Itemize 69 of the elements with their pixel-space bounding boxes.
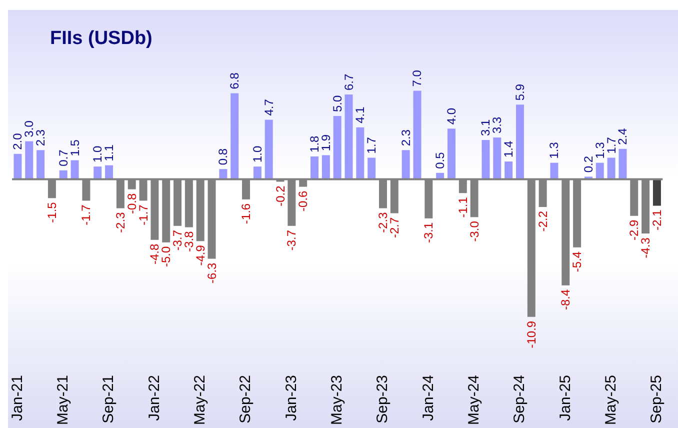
data-label: 1.3 [592, 142, 607, 159]
data-label: -4.8 [148, 244, 162, 265]
x-tick-label: May-23 [328, 374, 346, 426]
data-label: 6.8 [228, 72, 242, 90]
chart-title: FIIs (USDb) [50, 28, 152, 50]
data-label: -2.9 [627, 220, 642, 241]
data-label: -5.4 [570, 251, 584, 272]
x-tick-label: Jan-22 [146, 374, 163, 421]
data-label: 1.3 [547, 142, 562, 159]
data-label: 4.1 [353, 106, 368, 124]
x-tick-label: Jan-24 [420, 374, 437, 421]
data-label: 1.4 [502, 140, 516, 158]
data-label: 1.0 [250, 146, 264, 163]
data-label: -0.8 [124, 192, 139, 214]
x-tick-label: Jan-23 [282, 374, 300, 421]
data-label: -4.3 [638, 237, 653, 258]
data-label: -6.3 [204, 262, 219, 284]
data-label: 2.3 [34, 129, 48, 146]
data-label: 7.0 [410, 70, 424, 87]
data-label: 2.3 [398, 129, 413, 146]
data-label: 4.0 [444, 108, 458, 125]
data-label: 0.7 [56, 149, 70, 166]
data-label: -2.2 [536, 210, 550, 232]
data-label: 6.7 [342, 74, 356, 91]
data-label: 1.7 [364, 136, 379, 154]
x-tick-label: Sep-21 [100, 374, 118, 424]
data-label: -10.9 [524, 320, 538, 348]
data-label: 0.2 [581, 156, 596, 173]
data-label: -3.7 [284, 230, 299, 251]
x-tick-label: May-22 [191, 374, 208, 426]
data-label: -0.2 [273, 185, 288, 206]
x-tick-label: May-24 [465, 374, 482, 426]
x-tick-label: Sep-25 [648, 374, 666, 424]
data-label: 5.9 [512, 84, 527, 101]
x-tick-label: Sep-22 [237, 374, 254, 424]
data-label: -1.5 [44, 202, 59, 223]
data-label: -3.0 [467, 220, 482, 242]
x-tick-label: May-21 [54, 374, 72, 426]
data-label: 0.8 [216, 148, 230, 166]
data-label: -2.3 [113, 212, 128, 233]
data-label: -8.4 [558, 288, 573, 310]
data-label: -5.0 [159, 246, 174, 268]
data-label: -2.3 [376, 212, 390, 233]
data-label: 3.0 [22, 120, 36, 138]
data-label: 2.4 [616, 128, 630, 145]
data-label: -3.1 [422, 222, 436, 244]
data-label: -4.9 [193, 244, 208, 266]
data-label: 1.0 [90, 146, 105, 163]
data-label: -1.7 [79, 204, 94, 226]
x-tick-label: Sep-24 [511, 374, 528, 424]
data-label: 1.5 [68, 139, 82, 156]
x-tick-label: May-25 [602, 374, 620, 426]
data-label: -1.6 [239, 203, 254, 224]
data-label: -0.6 [296, 190, 310, 212]
data-label: -1.7 [136, 204, 150, 226]
data-label: 3.3 [490, 116, 504, 134]
data-label: -2.7 [387, 216, 402, 238]
data-label: 0.5 [433, 152, 448, 169]
data-label: 2.0 [10, 132, 25, 150]
x-tick-label: Sep-23 [374, 374, 392, 424]
x-tick-label: Jan-21 [8, 374, 26, 421]
data-label: 1.1 [102, 144, 116, 162]
data-label: -1.1 [456, 196, 470, 218]
x-tick-label: Jan-25 [556, 374, 574, 421]
data-label: 1.7 [604, 136, 618, 154]
data-label: 5.0 [330, 95, 344, 112]
data-label: 3.1 [478, 119, 493, 136]
data-label: 4.7 [262, 98, 276, 116]
data-label: -2.1 [650, 209, 664, 230]
